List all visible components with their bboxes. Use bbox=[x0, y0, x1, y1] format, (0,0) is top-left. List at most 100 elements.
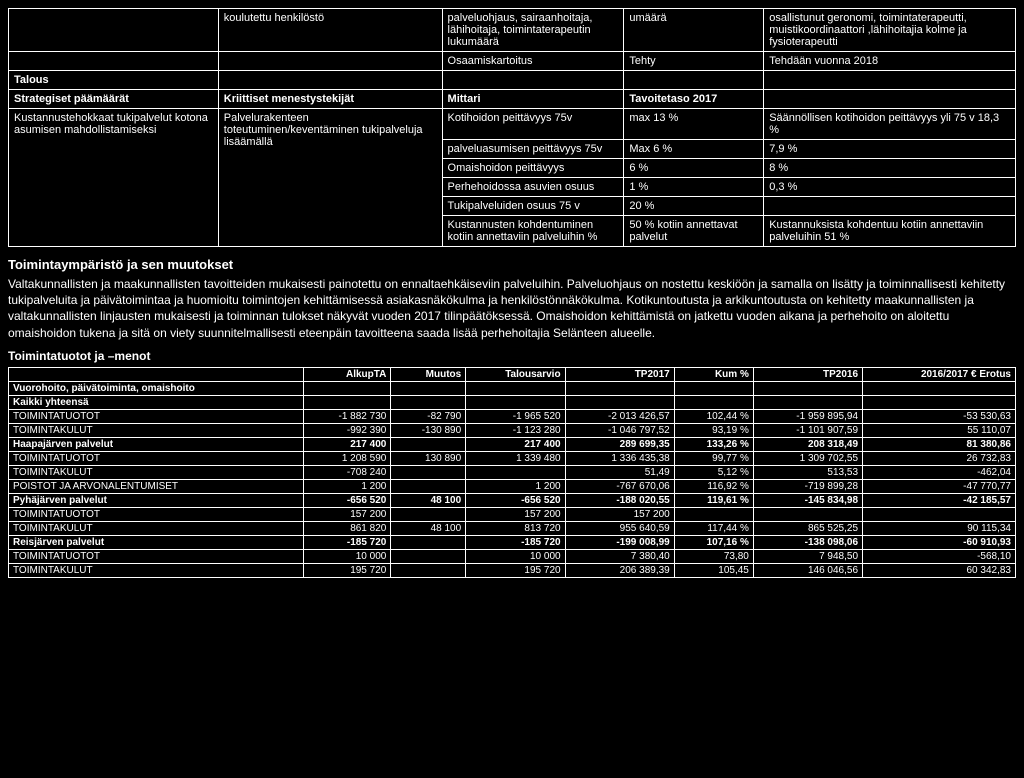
fin-cell: -656 520 bbox=[303, 493, 391, 507]
fin-cell: 289 699,35 bbox=[565, 437, 674, 451]
fin-cell: -185 720 bbox=[303, 535, 391, 549]
fin-col-header: Talousarvio bbox=[466, 367, 565, 381]
fin-cell: 1 208 590 bbox=[303, 451, 391, 465]
fin-cell: 102,44 % bbox=[674, 409, 753, 423]
fin-cell: 90 115,34 bbox=[863, 521, 1016, 535]
fin-cell bbox=[863, 395, 1016, 409]
metric-cell: Säännöllisen kotihoidon peittävyys yli 7… bbox=[764, 109, 1016, 140]
fin-row: TOIMINTAKULUT-992 390-130 890-1 123 280-… bbox=[9, 423, 1016, 437]
fin-cell: 51,49 bbox=[565, 465, 674, 479]
fin-cell: TOIMINTATUOTOT bbox=[9, 451, 304, 465]
strategic-table: koulutettu henkilöstö palveluohjaus, sai… bbox=[8, 8, 1016, 247]
fin-cell bbox=[674, 395, 753, 409]
hdr: Mittari bbox=[442, 90, 624, 109]
fin-cell bbox=[391, 549, 466, 563]
fin-cell: -53 530,63 bbox=[863, 409, 1016, 423]
fin-col-header: Muutos bbox=[391, 367, 466, 381]
fin-cell: -1 101 907,59 bbox=[753, 423, 862, 437]
fin-cell bbox=[303, 381, 391, 395]
talous-header-row: Talous bbox=[9, 71, 1016, 90]
factor-cell: Palvelurakenteen toteutuminen/keventämin… bbox=[218, 109, 442, 247]
metric-cell bbox=[764, 197, 1016, 216]
metric-cell: 50 % kotiin annettavat palvelut bbox=[624, 216, 764, 247]
talous-header: Talous bbox=[9, 71, 219, 90]
fin-cell: 48 100 bbox=[391, 521, 466, 535]
fin-cell bbox=[466, 395, 565, 409]
fin-cell bbox=[753, 395, 862, 409]
fin-cell: 955 640,59 bbox=[565, 521, 674, 535]
fin-cell: 157 200 bbox=[466, 507, 565, 521]
fin-cell: 99,77 % bbox=[674, 451, 753, 465]
fin-cell bbox=[391, 381, 466, 395]
fin-cell: -145 834,98 bbox=[753, 493, 862, 507]
fin-cell: -47 770,77 bbox=[863, 479, 1016, 493]
metric-cell: Tukipalveluiden osuus 75 v bbox=[442, 197, 624, 216]
fin-col-header: Kum % bbox=[674, 367, 753, 381]
top-row: koulutettu henkilöstö palveluohjaus, sai… bbox=[9, 9, 1016, 52]
cell: umäärä bbox=[624, 9, 764, 52]
fin-cell: TOIMINTAKULUT bbox=[9, 563, 304, 577]
fin-row: TOIMINTAKULUT-708 24051,495,12 %513,53-4… bbox=[9, 465, 1016, 479]
fin-cell bbox=[391, 395, 466, 409]
cell: koulutettu henkilöstö bbox=[218, 9, 442, 52]
fin-cell: TOIMINTATUOTOT bbox=[9, 507, 304, 521]
fin-cell bbox=[391, 507, 466, 521]
fin-cell bbox=[863, 381, 1016, 395]
fin-cell: Pyhäjärven palvelut bbox=[9, 493, 304, 507]
fin-col-header: TP2017 bbox=[565, 367, 674, 381]
fin-col-header: 2016/2017 € Erotus bbox=[863, 367, 1016, 381]
metric-cell: 1 % bbox=[624, 178, 764, 197]
fin-cell: TOIMINTATUOTOT bbox=[9, 549, 304, 563]
hdr: Tavoitetaso 2017 bbox=[624, 90, 764, 109]
fin-cell: 10 000 bbox=[466, 549, 565, 563]
fin-cell: 865 525,25 bbox=[753, 521, 862, 535]
fin-cell: -1 882 730 bbox=[303, 409, 391, 423]
fin-cell: 513,53 bbox=[753, 465, 862, 479]
fin-cell: -1 123 280 bbox=[466, 423, 565, 437]
fin-cell: 130 890 bbox=[391, 451, 466, 465]
fin-cell: -568,10 bbox=[863, 549, 1016, 563]
fin-cell bbox=[753, 381, 862, 395]
fin-row: POISTOT JA ARVONALENTUMISET1 2001 200-76… bbox=[9, 479, 1016, 493]
fin-cell bbox=[466, 381, 565, 395]
hdr: Kriittiset menestystekijät bbox=[218, 90, 442, 109]
fin-cell: Haapajärven palvelut bbox=[9, 437, 304, 451]
fin-row: Kaikki yhteensä bbox=[9, 395, 1016, 409]
fin-cell: 217 400 bbox=[303, 437, 391, 451]
fin-row: Haapajärven palvelut217 400217 400289 69… bbox=[9, 437, 1016, 451]
fin-cell: Kaikki yhteensä bbox=[9, 395, 304, 409]
fin-cell: -60 910,93 bbox=[863, 535, 1016, 549]
fin-cell: -767 670,06 bbox=[565, 479, 674, 493]
fin-cell: TOIMINTAKULUT bbox=[9, 465, 304, 479]
fin-cell: -1 959 895,94 bbox=[753, 409, 862, 423]
fin-cell bbox=[303, 395, 391, 409]
metric-cell: 20 % bbox=[624, 197, 764, 216]
fin-cell: 1 200 bbox=[303, 479, 391, 493]
fin-cell: 48 100 bbox=[391, 493, 466, 507]
fin-row: Reisjärven palvelut-185 720-185 720-199 … bbox=[9, 535, 1016, 549]
metric-cell: max 13 % bbox=[624, 109, 764, 140]
fin-cell: 60 342,83 bbox=[863, 563, 1016, 577]
fin-cell: 1 309 702,55 bbox=[753, 451, 862, 465]
fin-cell bbox=[674, 507, 753, 521]
fin-cell: 1 339 480 bbox=[466, 451, 565, 465]
fin-cell: -656 520 bbox=[466, 493, 565, 507]
metric-cell: 7,9 % bbox=[764, 140, 1016, 159]
metric-cell: palveluasumisen peittävyys 75v bbox=[442, 140, 624, 159]
metric-cell: Kustannusten kohdentuminen kotiin annett… bbox=[442, 216, 624, 247]
fin-cell bbox=[565, 395, 674, 409]
fin-cell bbox=[674, 381, 753, 395]
fin-cell: 117,44 % bbox=[674, 521, 753, 535]
fin-cell: -138 098,06 bbox=[753, 535, 862, 549]
fin-cell: -199 008,99 bbox=[565, 535, 674, 549]
fin-cell: 119,61 % bbox=[674, 493, 753, 507]
fin-cell: TOIMINTATUOTOT bbox=[9, 409, 304, 423]
fin-cell: -130 890 bbox=[391, 423, 466, 437]
fin-cell: TOIMINTAKULUT bbox=[9, 423, 304, 437]
fin-cell: 7 380,40 bbox=[565, 549, 674, 563]
column-headers: Strategiset päämäärät Kriittiset menesty… bbox=[9, 90, 1016, 109]
env-text: Valtakunnallisten ja maakunnallisten tav… bbox=[8, 276, 1016, 341]
fin-row: Vuorohoito, päivätoiminta, omaishoito bbox=[9, 381, 1016, 395]
fin-cell: 73,80 bbox=[674, 549, 753, 563]
fin-cell: 133,26 % bbox=[674, 437, 753, 451]
